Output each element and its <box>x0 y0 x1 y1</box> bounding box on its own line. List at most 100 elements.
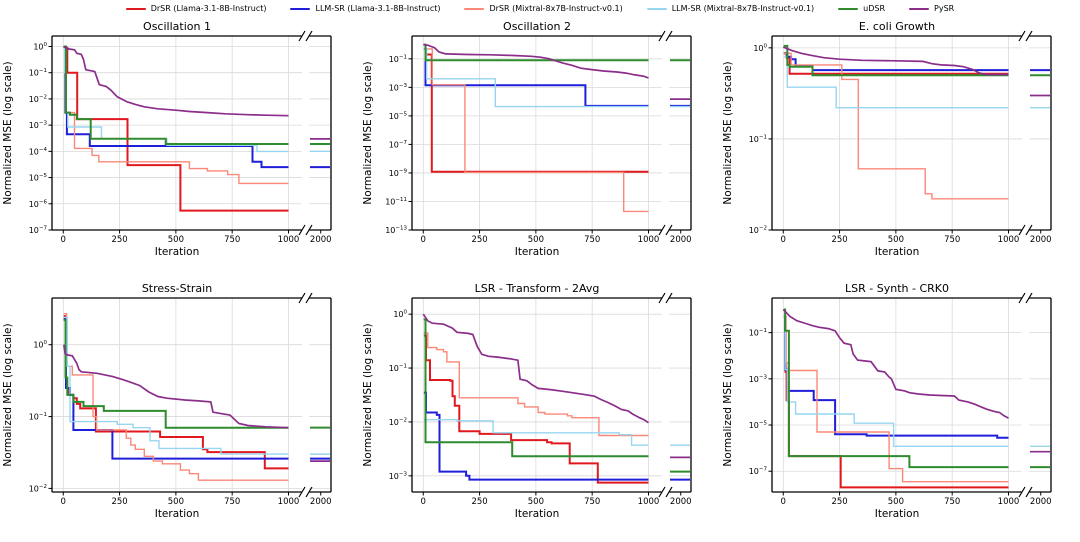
y-tick-label: 10−2 <box>749 226 767 236</box>
axis-break-mark <box>1025 486 1033 498</box>
x-tick-label: 0 <box>781 497 786 507</box>
x-tick-label: 500 <box>528 235 544 245</box>
series-drsr-mixtral-8x7b-instruct-v0-1- <box>63 313 289 481</box>
axis-break-mark <box>658 486 666 498</box>
legend-label: uDSR <box>863 4 886 13</box>
x-tick-label: 1000 <box>278 235 300 245</box>
series-drsr-llama-3-1-8b-instruct- <box>423 334 649 484</box>
y-tick-label: 10−5 <box>749 421 768 431</box>
y-axis-label: Normalized MSE (log scale) <box>2 323 14 466</box>
axis-break-mark <box>665 292 673 304</box>
series-drsr-llama-3-1-8b-instruct- <box>424 47 649 173</box>
subplot-title: Stress-Strain <box>142 282 212 295</box>
subplot-title: Oscillation 2 <box>503 20 571 33</box>
x-tick-label: 0 <box>421 235 426 245</box>
subplot-title: E. coli Growth <box>859 20 935 33</box>
axis-break-mark <box>1025 30 1033 42</box>
subplot-title: LSR - Synth - CRK0 <box>845 282 949 295</box>
x-tick-label: 500 <box>168 235 184 245</box>
x-tick-label: 250 <box>111 497 127 507</box>
legend-line-swatch <box>909 7 930 11</box>
series-udsr <box>63 45 289 145</box>
y-tick-label: 10−2 <box>389 417 407 427</box>
axes-spines <box>411 297 692 493</box>
axis-break-mark <box>305 30 313 42</box>
legend-item-3: LLM-SR (Mixtral-8x7B-Instruct-v0.1) <box>646 5 814 13</box>
subplot-title: Oscillation 1 <box>143 20 211 33</box>
x-tick-label: 750 <box>944 235 960 245</box>
axis-break-mark <box>665 224 673 236</box>
y-tick-label: 10−1 <box>749 134 767 144</box>
y-tick-label: 10−4 <box>29 147 48 157</box>
x-tick-label: 0 <box>781 235 786 245</box>
axis-break-mark <box>305 486 313 498</box>
y-tick-label: 10−3 <box>389 471 408 481</box>
axes-spines <box>51 35 332 231</box>
axis-break-mark <box>305 224 313 236</box>
y-tick-label: 10−2 <box>29 484 47 494</box>
axis-break-mark <box>298 30 306 42</box>
legend-item-1: LLM-SR (Llama-3.1-8B-Instruct) <box>290 5 440 13</box>
y-tick-label: 10−5 <box>389 111 408 121</box>
x-tick-label: 750 <box>224 497 240 507</box>
y-tick-label: 10−1 <box>29 68 47 78</box>
subplot-oscillation-2: 10−1 10−3 10−5 10−7 10−9 10−11 10−13 0 250 500 750… <box>362 20 692 258</box>
x-tick-label: 250 <box>471 497 487 507</box>
x-tick-label: 750 <box>584 497 600 507</box>
series-drsr-llama-3-1-8b-instruct- <box>64 46 289 212</box>
series-udsr <box>423 318 649 458</box>
x-tick-label-break: 2000 <box>670 235 692 245</box>
x-axis-label: Iteration <box>515 246 560 258</box>
series-drsr-llama-3-1-8b-instruct- <box>63 315 289 470</box>
y-tick-label: 100 <box>33 42 47 52</box>
axis-break-mark <box>1025 292 1033 304</box>
y-tick-label: 10−7 <box>749 467 768 477</box>
legend-line-swatch <box>464 7 485 11</box>
x-tick-label: 250 <box>831 235 847 245</box>
legend-line-swatch <box>290 7 311 11</box>
axis-break-mark <box>665 30 673 42</box>
axis-break-mark <box>665 486 673 498</box>
x-axis-label: Iteration <box>155 508 200 520</box>
y-axis-label: Normalized MSE (log scale) <box>362 323 374 466</box>
x-tick-label: 750 <box>224 235 240 245</box>
series-llm-sr-mixtral-8x7b-instruct-v0-1- <box>423 419 649 446</box>
y-tick-label: 10−7 <box>29 226 48 236</box>
x-tick-label: 1000 <box>278 497 300 507</box>
axis-break-mark <box>658 30 666 42</box>
legend-item-5: PySR <box>909 5 954 13</box>
x-tick-label: 1000 <box>638 235 660 245</box>
y-axis-label: Normalized MSE (log scale) <box>722 61 734 204</box>
y-tick-label: 10−2 <box>29 94 47 104</box>
x-tick-label: 500 <box>888 497 904 507</box>
charts-grid: 100 10−1 10−2 10−3 10−4 10−5 10−6 10−7 0 250 500 75… <box>0 18 1080 542</box>
series-pysr <box>782 46 1009 76</box>
series-udsr <box>783 308 1009 469</box>
x-axis-label: Iteration <box>155 246 200 258</box>
series-drsr-mixtral-8x7b-instruct-v0-1- <box>783 52 1009 200</box>
subplot-title: LSR - Transform - 2Avg <box>475 282 600 295</box>
y-tick-label: 10−1 <box>29 412 47 422</box>
x-tick-label: 500 <box>168 497 184 507</box>
y-tick-label: 10−5 <box>29 173 48 183</box>
y-tick-label: 100 <box>33 340 47 350</box>
x-tick-label: 0 <box>61 497 66 507</box>
series-drsr-mixtral-8x7b-instruct-v0-1- <box>63 47 289 185</box>
subplot-e-coli-growth: 100 10−1 10−2 0 250 500 750 1000 2000 E. coli Gro… <box>722 20 1052 258</box>
x-axis-label: Iteration <box>875 508 920 520</box>
y-tick-label: 10−6 <box>29 199 48 209</box>
axis-break-mark <box>658 224 666 236</box>
subplot-lsr-synth-crk0: 10−1 10−3 10−5 10−7 0 250 500 750 1000 2000 LSR - … <box>722 282 1052 520</box>
x-tick-label: 500 <box>888 235 904 245</box>
y-tick-label: 10−1 <box>749 328 767 338</box>
y-tick-label: 100 <box>393 310 407 320</box>
legend-label: PySR <box>934 4 955 13</box>
y-tick-label: 10−13 <box>385 226 407 236</box>
subplot-stress-strain: 100 10−1 10−2 0 250 500 750 1000 2000 Stress-Stra… <box>2 282 332 520</box>
legend-line-swatch <box>838 7 859 11</box>
x-tick-label: 750 <box>944 497 960 507</box>
axes-spines <box>51 297 332 493</box>
y-tick-label: 100 <box>753 43 767 53</box>
axis-break-mark <box>305 292 313 304</box>
